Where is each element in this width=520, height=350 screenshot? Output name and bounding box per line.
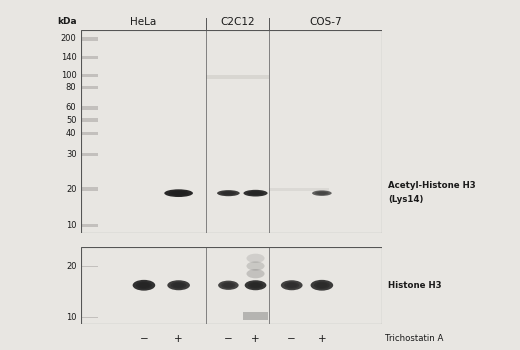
Ellipse shape (247, 191, 264, 196)
Text: 100: 100 (61, 71, 76, 80)
Text: 10: 10 (66, 221, 76, 230)
Ellipse shape (168, 190, 189, 196)
Ellipse shape (250, 191, 262, 195)
Text: Acetyl-Histone H3: Acetyl-Histone H3 (388, 181, 476, 190)
Ellipse shape (220, 191, 236, 195)
Ellipse shape (172, 191, 186, 195)
Text: −: − (224, 334, 233, 344)
Text: C2C12: C2C12 (220, 17, 255, 27)
Text: 20: 20 (66, 262, 76, 271)
Text: 200: 200 (61, 34, 76, 43)
Ellipse shape (171, 282, 187, 289)
Ellipse shape (221, 282, 236, 288)
Text: 10: 10 (66, 313, 76, 322)
Ellipse shape (223, 192, 234, 195)
Ellipse shape (316, 282, 328, 288)
Text: COS-7: COS-7 (309, 17, 342, 27)
Text: −: − (288, 334, 296, 344)
Text: Histone H3: Histone H3 (388, 281, 442, 290)
Ellipse shape (317, 192, 327, 195)
Bar (269, 188, 330, 191)
Bar (82, 266, 98, 267)
Text: Trichostatin A: Trichostatin A (385, 334, 443, 343)
Text: 40: 40 (66, 129, 76, 138)
Text: −: − (139, 334, 148, 344)
Text: +: + (251, 334, 260, 344)
Text: +: + (318, 334, 326, 344)
Text: 80: 80 (66, 83, 76, 92)
Bar (82, 74, 98, 77)
Bar (82, 132, 98, 135)
Text: 140: 140 (61, 52, 76, 62)
Ellipse shape (246, 254, 265, 263)
Ellipse shape (173, 283, 184, 288)
Bar (82, 188, 98, 191)
Text: HeLa: HeLa (130, 17, 157, 27)
Ellipse shape (218, 281, 239, 290)
Ellipse shape (287, 283, 297, 288)
Ellipse shape (217, 190, 240, 196)
Bar (82, 106, 98, 110)
Text: kDa: kDa (57, 16, 76, 26)
Ellipse shape (136, 281, 152, 289)
Bar (206, 75, 269, 79)
Bar (82, 224, 98, 227)
Ellipse shape (246, 269, 265, 278)
Bar (82, 56, 98, 59)
Text: (Lys14): (Lys14) (388, 195, 424, 204)
Ellipse shape (281, 280, 303, 290)
Ellipse shape (243, 190, 268, 196)
Ellipse shape (138, 282, 150, 288)
Ellipse shape (284, 282, 300, 289)
Ellipse shape (223, 283, 233, 288)
Bar (243, 312, 268, 320)
Bar (82, 37, 98, 41)
Ellipse shape (167, 280, 190, 290)
Bar (82, 86, 98, 89)
Ellipse shape (312, 190, 332, 196)
Ellipse shape (164, 189, 193, 197)
Ellipse shape (133, 280, 155, 290)
Ellipse shape (314, 281, 330, 289)
Text: 20: 20 (66, 184, 76, 194)
Text: 30: 30 (66, 150, 76, 159)
Ellipse shape (310, 280, 333, 290)
Ellipse shape (250, 283, 261, 288)
Ellipse shape (245, 280, 266, 290)
Text: 60: 60 (66, 103, 76, 112)
Bar (82, 118, 98, 122)
Text: +: + (174, 334, 183, 344)
Bar (82, 317, 98, 318)
Ellipse shape (315, 191, 329, 195)
Bar (82, 153, 98, 156)
Ellipse shape (246, 261, 265, 271)
Ellipse shape (248, 282, 263, 289)
Text: 50: 50 (66, 116, 76, 125)
